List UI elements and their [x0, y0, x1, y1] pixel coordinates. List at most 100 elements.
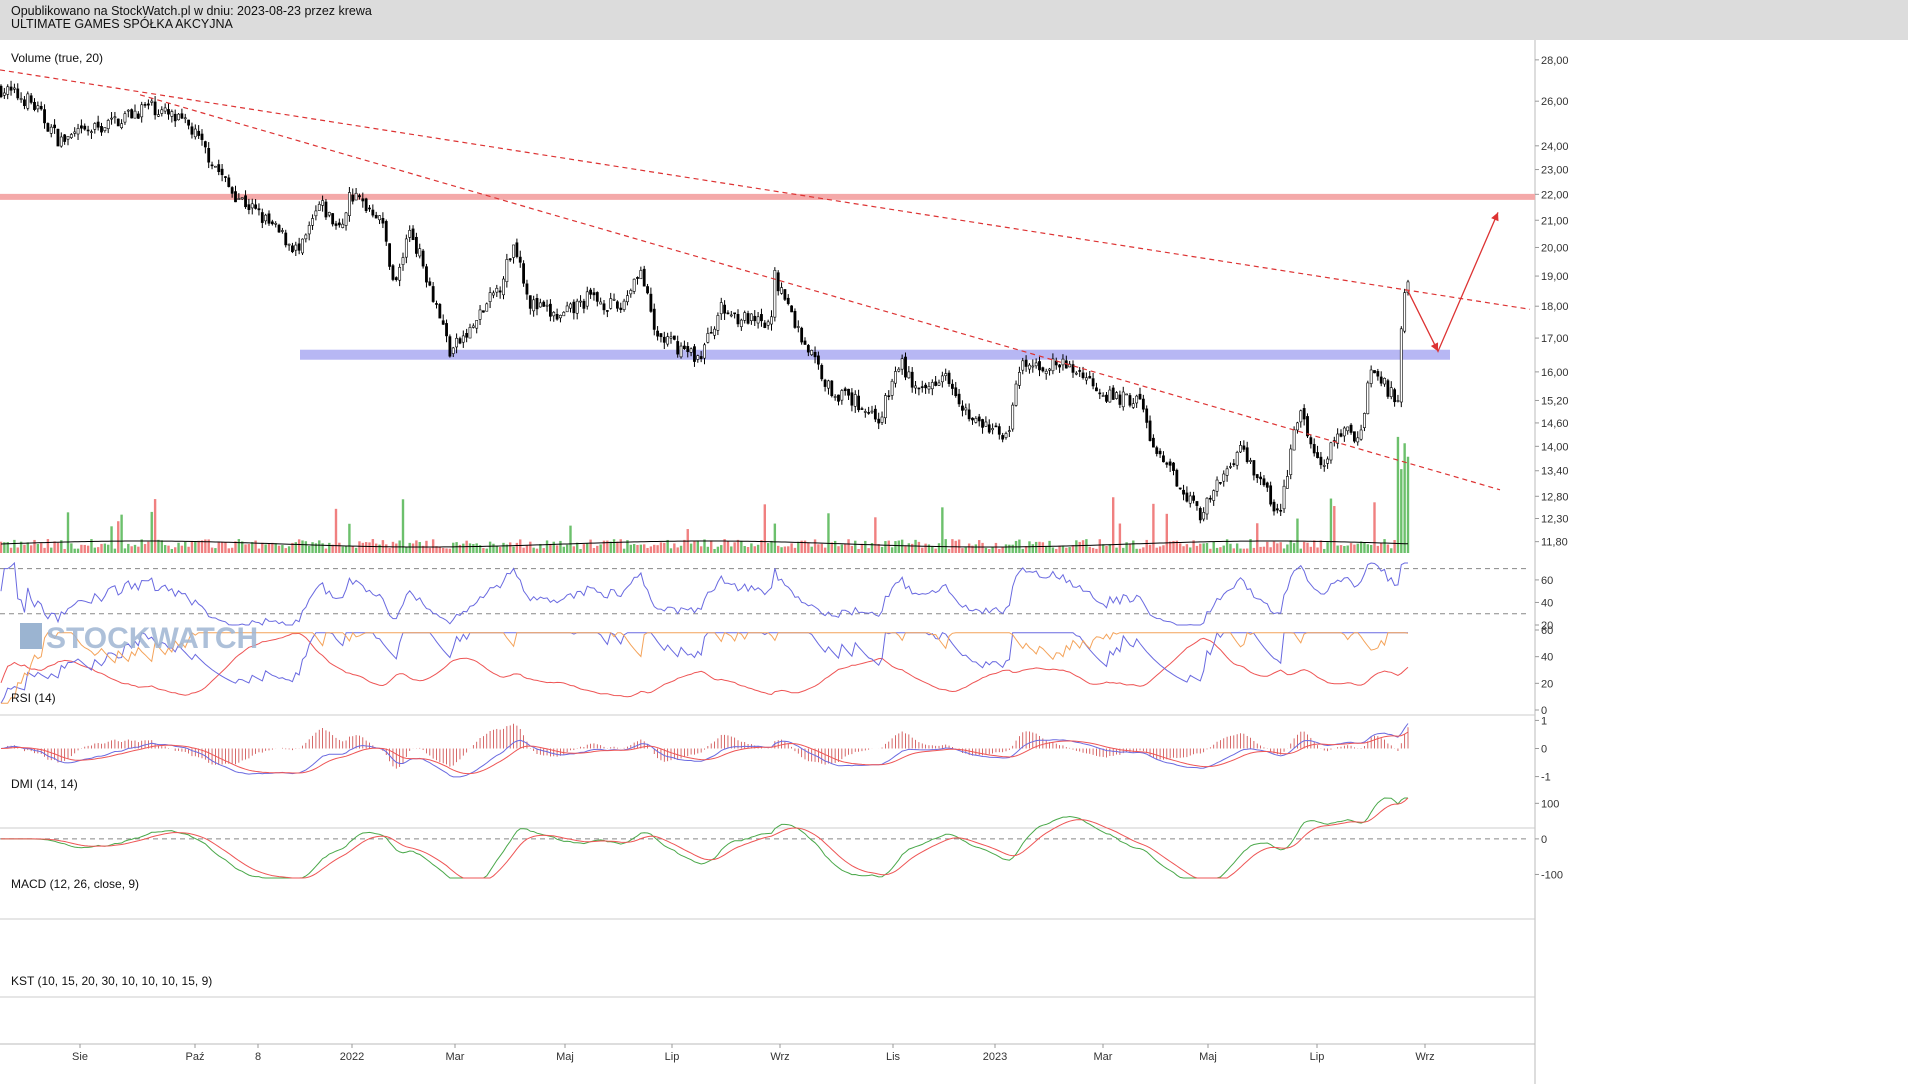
volume-bar — [160, 540, 163, 553]
candle-body — [19, 98, 23, 100]
volume-bar — [163, 545, 167, 553]
volume-bar — [1359, 541, 1363, 553]
volume-bar — [1142, 547, 1145, 553]
volume-bar — [921, 547, 924, 553]
candle-body — [1085, 377, 1088, 381]
volume-bar — [1098, 539, 1101, 553]
volume-bar — [301, 540, 304, 553]
candle-body — [1309, 437, 1313, 445]
volume-bar — [1339, 545, 1343, 553]
candle-body — [1346, 426, 1350, 432]
volume-bar — [194, 541, 197, 553]
candle-body — [404, 238, 408, 258]
candle-body — [73, 131, 77, 134]
rsi-line — [0, 561, 1408, 626]
volume-bar — [19, 541, 23, 553]
volume-bar — [29, 545, 33, 553]
candle-body — [1051, 358, 1055, 372]
candle-body — [36, 105, 40, 110]
candle-body — [716, 315, 720, 331]
volume-bar — [800, 540, 803, 553]
volume-bar — [76, 548, 80, 553]
volume-bar — [515, 542, 519, 553]
candle-body — [147, 103, 150, 106]
time-tick-label: Wrz — [1415, 1051, 1434, 1063]
volume-bar — [1386, 544, 1390, 553]
candle-body — [63, 134, 67, 142]
candle-body — [207, 148, 211, 163]
candle-body — [733, 312, 737, 315]
volume-bar — [1229, 543, 1232, 553]
volume-bar — [1192, 540, 1195, 553]
volume-bar — [157, 539, 160, 553]
volume-bar — [1145, 539, 1148, 553]
volume-bar — [854, 540, 857, 553]
candle-body — [525, 283, 529, 295]
volume-bar — [147, 541, 150, 553]
candle-body — [1353, 431, 1356, 442]
volume-bar — [643, 544, 646, 553]
candle-body — [455, 337, 459, 348]
volume-bar — [696, 540, 699, 553]
volume-bar — [529, 541, 532, 553]
candle-body — [1152, 437, 1155, 448]
candle-body — [790, 305, 794, 313]
candle-body — [682, 345, 686, 350]
volume-bar — [1138, 548, 1142, 553]
volume-bar — [80, 544, 83, 553]
kst-legend: KST (10, 15, 20, 30, 10, 10, 10, 15, 9) — [11, 974, 212, 988]
volume-bar — [1038, 541, 1041, 553]
candle-body — [783, 289, 787, 300]
volume-bar — [770, 540, 773, 553]
volume-bar — [1249, 539, 1252, 553]
candle-body — [1001, 435, 1005, 440]
candle-body — [947, 372, 951, 384]
volume-bar — [348, 523, 351, 553]
candle-body — [277, 224, 281, 233]
candle-body — [605, 310, 609, 312]
candle-body — [920, 386, 924, 388]
volume-bar — [1148, 544, 1152, 553]
candle-body — [642, 268, 646, 287]
candle-body — [823, 379, 827, 387]
volume-bar — [971, 545, 974, 553]
candle-body — [1399, 328, 1403, 403]
candle-body — [341, 223, 345, 228]
stock-chart[interactable]: 28,00 26,00 24,00 23,00 22,00 21,00 20,00 19,00… — [0, 40, 1908, 1084]
volume-bar — [1155, 547, 1158, 553]
volume-bar — [653, 544, 656, 553]
volume-bar — [1302, 541, 1306, 553]
watermark-logo-icon — [20, 623, 42, 649]
candle-body — [1235, 452, 1239, 466]
candle-body — [465, 333, 469, 338]
candle-body — [16, 88, 20, 99]
candle-body — [29, 95, 33, 103]
volume-bar — [230, 547, 234, 553]
volume-bar — [706, 546, 710, 553]
candle-body — [746, 313, 750, 324]
candle-body — [1232, 463, 1236, 465]
macd-signal-line — [0, 731, 1409, 775]
candle-body — [153, 101, 157, 116]
candle-body — [93, 123, 97, 130]
candle-body — [1259, 476, 1263, 480]
volume-bar — [1393, 540, 1396, 553]
volume-bar — [1266, 541, 1269, 553]
candle-body — [770, 316, 773, 325]
volume-bar — [689, 543, 693, 553]
candle-body — [180, 113, 184, 119]
candle-body — [924, 384, 928, 389]
volume-bar — [847, 539, 850, 553]
candle-body — [656, 330, 660, 337]
time-tick-label: 2023 — [983, 1051, 1007, 1063]
volume-bar — [328, 542, 331, 553]
volume-bar — [1101, 544, 1105, 553]
candle-body — [1296, 422, 1299, 431]
volume-bar — [442, 547, 445, 553]
candle-body — [56, 128, 60, 147]
volume-bar — [1363, 542, 1366, 553]
volume-bar — [894, 541, 897, 553]
volume-bar — [1383, 539, 1386, 553]
candle-body — [270, 221, 274, 225]
time-tick-label: Maj — [1199, 1051, 1217, 1063]
